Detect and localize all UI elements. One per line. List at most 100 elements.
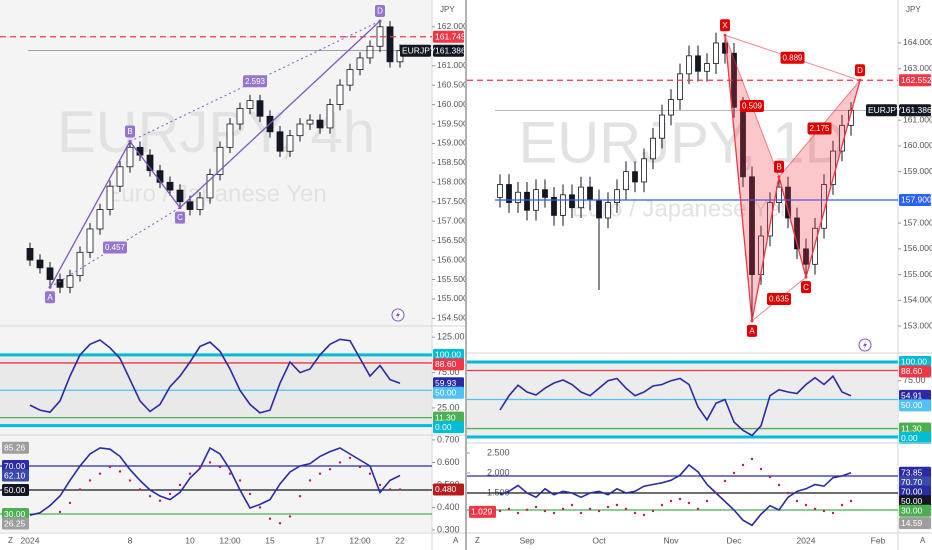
value-tag: 70.00 — [4, 461, 26, 471]
candle-body — [306, 119, 314, 125]
corner-right[interactable]: A — [453, 536, 459, 545]
indicator-line — [499, 463, 852, 527]
point-tag-bg — [801, 281, 811, 294]
dot — [561, 507, 565, 511]
dot — [696, 507, 700, 511]
value-tag-bg — [433, 348, 464, 361]
candle-body — [86, 228, 94, 253]
candle-body — [276, 131, 284, 152]
value-tag-bg — [2, 517, 29, 530]
y-tick-label: 158.000 — [437, 177, 468, 187]
dot — [552, 511, 556, 515]
dot — [768, 475, 772, 479]
price-tag: 162.552 — [901, 75, 932, 85]
watermark-subtitle: Euro / Japanese Yen — [105, 180, 327, 207]
ratio-tag: 0.509 — [742, 102, 763, 111]
candle-body — [226, 123, 234, 148]
corner-left[interactable]: Z — [475, 536, 480, 545]
y-tick-label: 157.000 — [437, 215, 468, 225]
point-tag: B — [776, 162, 781, 171]
corner-right[interactable]: A — [920, 536, 926, 545]
candle-body — [76, 251, 84, 277]
dot — [795, 499, 799, 503]
dot — [651, 509, 655, 513]
y-tick-label: 25.00 — [437, 402, 460, 412]
alert-bolt — [396, 311, 400, 319]
dot — [723, 479, 727, 483]
pattern-leg — [129, 141, 181, 208]
value-tag-bg — [433, 358, 464, 371]
dot — [318, 472, 322, 475]
dot — [78, 488, 82, 491]
candle-body — [506, 184, 512, 203]
dot — [597, 509, 601, 513]
candle-body — [668, 99, 674, 116]
pattern-point — [128, 140, 132, 144]
dot — [606, 505, 610, 509]
candle-body — [106, 185, 114, 210]
value-tag-bg — [899, 389, 931, 402]
pattern-point — [777, 175, 781, 179]
pattern-leg — [724, 35, 753, 321]
candle-body — [96, 209, 104, 230]
dot — [804, 503, 808, 507]
y-tick-label: 162.000 — [437, 21, 468, 31]
point-tag-bg — [45, 291, 55, 304]
value-tag-bg — [2, 484, 29, 497]
dot — [398, 488, 402, 491]
pattern-leg — [179, 20, 381, 209]
x-tick-label: 12:00 — [349, 535, 371, 545]
candle-body — [632, 171, 638, 183]
candle-body — [515, 191, 521, 203]
x-tick-label: Dec — [726, 535, 742, 545]
x-tick-label: 8 — [128, 535, 133, 545]
candle-body — [116, 166, 124, 187]
dot — [208, 461, 212, 464]
candle-body — [767, 202, 773, 237]
y-tick-label: 153.000 — [903, 320, 932, 330]
dot — [328, 467, 332, 471]
candle-body — [704, 63, 710, 72]
candle-body — [695, 55, 701, 72]
dot — [579, 511, 583, 515]
value-tag: 1.029 — [471, 507, 493, 517]
y-tick-label: 156.000 — [903, 243, 932, 253]
ratio-tag: 0.889 — [782, 53, 803, 62]
y-tick-label: 160.000 — [437, 99, 468, 109]
value-tag: 50.00 — [901, 400, 923, 410]
point-tag-bg — [125, 125, 135, 138]
price-tag-bg — [899, 74, 931, 87]
candle-body — [569, 194, 575, 209]
point-tag: A — [47, 293, 53, 302]
dot — [338, 461, 342, 464]
y-tick-label: 161.000 — [437, 60, 468, 70]
dot — [669, 499, 673, 503]
value-tag: 70.70 — [901, 477, 923, 487]
candle-body — [146, 154, 154, 172]
candle-body — [614, 189, 620, 203]
x-tick-label: 2024 — [21, 535, 40, 545]
pattern-leg — [778, 176, 807, 278]
value-tag-bg — [899, 365, 931, 378]
dot — [248, 492, 252, 496]
y-tick-label: 154.500 — [437, 313, 468, 323]
dot — [88, 479, 92, 482]
dot — [158, 499, 162, 502]
value-tag-bg — [433, 421, 464, 434]
dot — [642, 513, 646, 517]
value-tag-bg — [433, 483, 464, 496]
value-tag: 100.00 — [435, 350, 461, 360]
corner-left[interactable]: Z — [8, 536, 13, 545]
dot — [534, 505, 538, 509]
pattern-point — [858, 78, 862, 82]
indicator-line — [499, 374, 852, 437]
value-tag-bg — [433, 377, 464, 390]
dot — [68, 501, 72, 505]
ratio-tag: 2.175 — [809, 124, 830, 133]
pattern-point — [178, 206, 182, 210]
value-tag-bg — [899, 432, 931, 445]
currency: JPY — [906, 5, 921, 14]
dot — [822, 509, 826, 513]
value-tag: 73.85 — [901, 467, 923, 477]
alert-bolt — [863, 341, 867, 349]
